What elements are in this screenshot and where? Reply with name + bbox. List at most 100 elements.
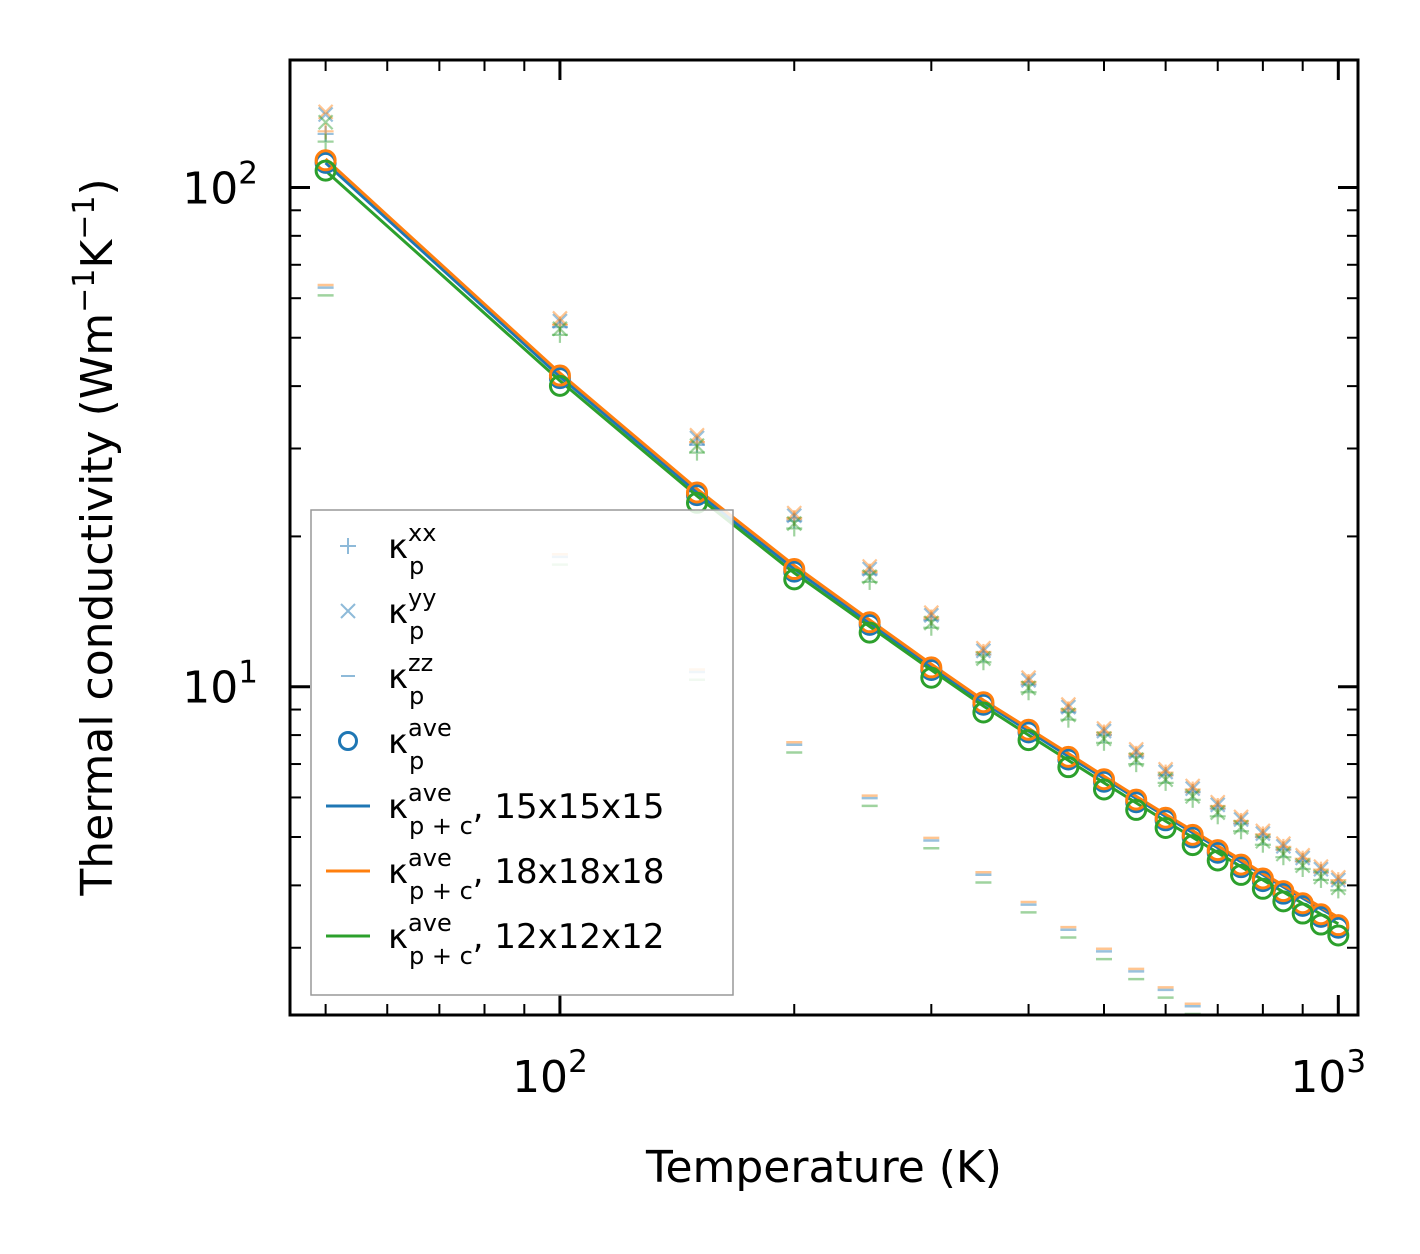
- plus-marker: [1233, 815, 1250, 832]
- x-marker-a: [1128, 744, 1144, 760]
- legend-label-sup: ave: [408, 844, 452, 872]
- x-marker-a: [1020, 672, 1037, 689]
- legend-label-sub: p + c: [409, 877, 473, 905]
- x-tick-label-base: 10: [1290, 1052, 1346, 1103]
- x-marker: [1209, 794, 1226, 811]
- plus-marker: [317, 123, 334, 140]
- x-marker-b: [1128, 751, 1144, 768]
- axis-ticks: [290, 60, 1358, 1015]
- plus-marker: [786, 510, 803, 527]
- legend-label-sup: xx: [408, 519, 436, 547]
- x-marker-b: [1184, 788, 1201, 805]
- x-marker-b: [923, 607, 940, 624]
- plus-marker: [861, 566, 878, 583]
- x-marker: [1255, 823, 1271, 839]
- legend-label-sub: p: [409, 617, 424, 645]
- circle-marker: [1251, 867, 1274, 890]
- x-marker-b: [317, 106, 334, 123]
- x-marker-b: [1020, 680, 1037, 696]
- x-marker-b: [1313, 858, 1329, 875]
- plus-marker: [1209, 800, 1226, 817]
- plus-marker: [1095, 727, 1112, 744]
- x-marker-a: [1184, 780, 1201, 797]
- x-marker: [1020, 672, 1037, 689]
- x-marker-a: [1330, 872, 1347, 888]
- legend-label-sub: p + c: [409, 812, 473, 840]
- x-marker-a: [923, 615, 940, 631]
- x-marker-b: [861, 558, 878, 575]
- plus-marker: [317, 133, 334, 150]
- x-marker-b: [1096, 723, 1112, 739]
- x-marker-a: [975, 640, 992, 657]
- x-marker-b: [786, 505, 803, 521]
- x-marker: [1157, 764, 1174, 780]
- x-marker-a: [975, 643, 992, 659]
- circle-marker: [314, 159, 337, 182]
- y-tick-label: 102: [182, 155, 258, 214]
- x-marker-a: [1330, 869, 1347, 886]
- x-marker: [689, 430, 705, 446]
- x-marker-a: [1020, 680, 1037, 696]
- legend-entry: κyy p: [340, 584, 436, 645]
- x-marker-b: [1157, 771, 1174, 788]
- circle-marker: [1125, 798, 1148, 821]
- x-marker-a: [1313, 861, 1329, 877]
- x-marker-a: [1313, 869, 1329, 885]
- plot-marks: [314, 104, 1350, 1015]
- plus-marker: [923, 619, 940, 636]
- x-marker: [1330, 872, 1347, 888]
- circle-marker: [920, 666, 943, 689]
- legend-entry: κave p + c, 12x12x12: [326, 909, 664, 970]
- circle-marker: [1181, 834, 1204, 857]
- x-marker-a: [1233, 811, 1249, 828]
- plus-marker: [1184, 781, 1201, 798]
- x-marker: [1157, 761, 1174, 778]
- plus-marker: [786, 520, 803, 537]
- x-marker: [1313, 869, 1329, 885]
- legend-label-sup: ave: [408, 714, 452, 742]
- x-marker: [317, 106, 334, 123]
- x-marker-b: [1275, 835, 1292, 852]
- plus-marker: [786, 512, 803, 529]
- x-marker-b: [1157, 761, 1174, 778]
- x-marker-b: [1128, 744, 1144, 760]
- x-marker: [1020, 669, 1037, 686]
- x-marker: [689, 427, 705, 444]
- plus-marker: [1020, 676, 1037, 693]
- x-marker-a: [317, 104, 334, 120]
- x-marker-b: [1255, 833, 1271, 850]
- plus-marker: [1157, 774, 1174, 791]
- plus-marker: [1275, 838, 1292, 855]
- x-marker-b: [1209, 797, 1226, 813]
- y-tick-label-base: 10: [182, 163, 238, 214]
- x-marker-a: [923, 607, 940, 624]
- x-marker-a: [861, 558, 878, 575]
- x-marker: [1233, 809, 1249, 825]
- x-marker-b: [317, 104, 334, 120]
- legend-entry: κave p: [338, 714, 452, 775]
- x-marker-a: [786, 507, 803, 524]
- legend-label-base: κ: [388, 917, 408, 957]
- x-marker-a: [1096, 720, 1112, 737]
- x-marker: [1209, 797, 1226, 813]
- plus-marker: [923, 609, 940, 626]
- plus-marker: [1095, 734, 1112, 751]
- legend-label-sub: p: [409, 552, 424, 580]
- legend-label-suffix: , 18x18x18: [473, 852, 665, 892]
- x-marker: [689, 437, 705, 454]
- x-marker-a: [1275, 846, 1292, 862]
- plus-marker: [551, 326, 568, 343]
- x-marker-a: [1275, 835, 1292, 852]
- circle-marker: [548, 364, 571, 387]
- x-marker-b: [1255, 823, 1271, 839]
- plus-marker: [1294, 861, 1311, 878]
- plus-marker: [1060, 701, 1077, 718]
- x-marker-a: [1255, 825, 1271, 842]
- x-marker-b: [689, 430, 705, 446]
- x-marker-b: [689, 427, 705, 444]
- x-marker: [1128, 751, 1144, 768]
- x-marker-a: [1233, 819, 1249, 836]
- legend-label-sup: zz: [408, 649, 433, 677]
- x-marker-b: [1233, 811, 1249, 828]
- circle-marker: [920, 656, 943, 679]
